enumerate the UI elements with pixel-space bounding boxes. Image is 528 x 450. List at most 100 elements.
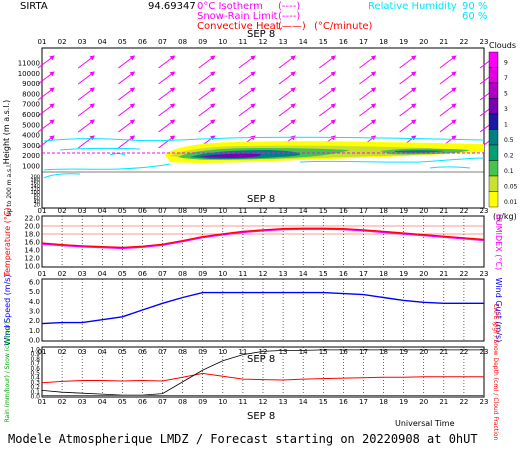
rain-tick: 0.8 <box>30 356 40 363</box>
hour-label: 06 <box>138 207 147 215</box>
wind-arrow <box>439 71 457 85</box>
ylabel-cape: CAPE (J/g) / Snow Depth (cm) / Cloud Fra… <box>492 304 499 441</box>
legend-isotherm: 0°C Isotherm <box>197 1 263 12</box>
temperature-line <box>41 227 485 249</box>
hour-label: 02 <box>58 348 67 356</box>
rain-tick: 0.7 <box>30 361 40 368</box>
height-tick: 6000 <box>22 111 40 119</box>
ylabel-temperature: Temperature (°C) <box>3 207 12 277</box>
wind-arrow <box>118 55 136 69</box>
wind-arrow <box>359 71 377 85</box>
clouds-legend-swatch <box>488 82 499 99</box>
clouds-legend-label: 0.5 <box>504 137 514 144</box>
height-tick: 10000 <box>18 70 40 78</box>
hour-label: 16 <box>339 207 348 215</box>
hour-label: 23 <box>480 348 489 356</box>
hour-label: 03 <box>78 207 87 215</box>
legend-convective-solid: (——) <box>278 21 306 32</box>
hour-label: 22 <box>459 270 468 278</box>
hour-label: 09 <box>198 398 207 406</box>
wind-arrow <box>118 135 136 149</box>
hour-label: 11 <box>238 270 247 278</box>
hour-label: 22 <box>459 348 468 356</box>
hour-label: 03 <box>78 38 87 46</box>
wind-tick: 2.0 <box>29 317 40 325</box>
rain-tick: 0.9 <box>30 351 40 358</box>
wind-arrows <box>37 55 497 149</box>
hour-label: 20 <box>419 348 428 356</box>
hour-label: 19 <box>399 38 408 46</box>
hour-label: 10 <box>218 38 227 46</box>
hour-label: 05 <box>118 270 127 278</box>
height-tick: 4000 <box>22 132 40 140</box>
rain-tick: 1.0 <box>30 347 40 354</box>
wind-arrow <box>158 55 176 69</box>
hour-label: 14 <box>299 270 308 278</box>
clouds-legend-swatch <box>488 175 499 192</box>
hour-label: 06 <box>138 38 147 46</box>
chart-series <box>41 227 485 396</box>
hour-label: 14 <box>299 207 308 215</box>
rain-tick: 0.4 <box>30 375 40 382</box>
hour-label: 18 <box>379 38 388 46</box>
hour-label: 02 <box>58 207 67 215</box>
hour-label: 01 <box>38 348 47 356</box>
clouds-legend-swatch <box>488 98 499 115</box>
wind-arrow <box>359 55 377 69</box>
wind-arrow <box>198 71 216 85</box>
wind-arrow <box>118 119 136 133</box>
hour-label: 21 <box>439 398 448 406</box>
rain-tick: 0.2 <box>30 384 40 391</box>
wind-arrow <box>439 119 457 133</box>
hour-label: 07 <box>158 398 167 406</box>
hour-label: 23 <box>480 38 489 46</box>
hour-label: 14 <box>299 348 308 356</box>
cape-line <box>41 372 484 384</box>
wind-arrow <box>318 103 337 117</box>
hour-label: 06 <box>138 270 147 278</box>
wind-arrow <box>318 71 337 85</box>
hour-label: 17 <box>359 348 368 356</box>
wind-arrow <box>37 103 55 117</box>
clouds-legend-swatch <box>488 144 499 161</box>
wind-arrow <box>238 103 256 117</box>
hour-label: 07 <box>158 38 167 46</box>
hour-label: 15 <box>319 207 328 215</box>
hour-label: 14 <box>299 38 308 46</box>
hour-label: 07 <box>158 207 167 215</box>
hour-label: 13 <box>279 207 288 215</box>
hour-label: 13 <box>279 398 288 406</box>
wind-tick: 3.0 <box>29 308 40 316</box>
wind-arrow <box>37 87 55 101</box>
ylabel-wind-gust: Wind Gust (m/s) <box>494 278 503 343</box>
hour-label: 17 <box>359 398 368 406</box>
temp-tick: 18.0 <box>24 231 40 239</box>
hour-label: 06 <box>138 398 147 406</box>
hour-label: 16 <box>339 398 348 406</box>
hour-label: 12 <box>259 270 268 278</box>
hour-label: 18 <box>379 207 388 215</box>
wind-tick: 6.0 <box>29 279 40 287</box>
clouds-legend-label: 0.2 <box>504 153 514 160</box>
hour-label: 02 <box>58 270 67 278</box>
hour-label: 11 <box>238 348 247 356</box>
cloud-mass <box>165 141 484 163</box>
hour-label: 09 <box>198 38 207 46</box>
vertical-gridlines <box>42 216 484 397</box>
height-tick-low: 80 <box>34 193 40 199</box>
wind-arrow <box>278 87 296 101</box>
hour-label: 12 <box>259 207 268 215</box>
wind-arrow <box>118 71 136 85</box>
height-tick-low: 180 <box>30 178 40 184</box>
wind-arrow <box>399 87 417 101</box>
hour-label: 15 <box>319 270 328 278</box>
ylabel-wind-speed: Wind Speed (m/s) <box>3 274 12 345</box>
clouds-legend-swatch <box>488 129 499 146</box>
height-tick: 3000 <box>22 142 40 150</box>
hour-label: 21 <box>439 207 448 215</box>
hour-label: 01 <box>38 398 47 406</box>
station-name: SIRTA <box>20 1 48 12</box>
wind-arrow <box>318 119 337 133</box>
hour-label: 23 <box>480 270 489 278</box>
